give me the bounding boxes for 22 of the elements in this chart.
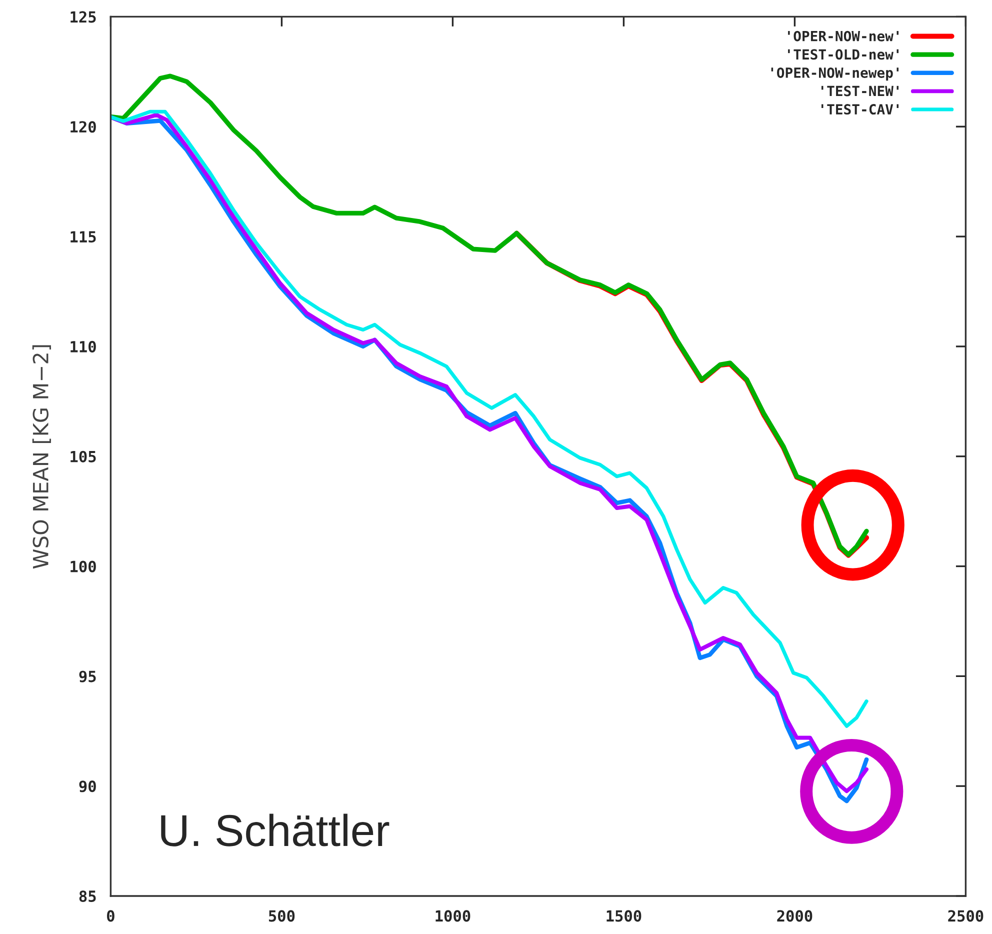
y-tick-label: 90 — [79, 780, 96, 792]
y-tick-label: 115 — [70, 231, 96, 243]
y-axis-title: WSO MEAN [KG M−2] — [32, 345, 51, 569]
x-tick-label: 2500 — [948, 910, 984, 922]
legend-label: 'OPER-NOW-new' — [788, 30, 898, 42]
legend-label: 'TEST-CAV' — [822, 104, 898, 115]
legend-label: 'TEST-NEW' — [822, 86, 898, 96]
x-tick-label: 2000 — [777, 910, 812, 922]
x-tick-label: 1500 — [606, 910, 642, 922]
legend-label: 'TEST-OLD-new' — [788, 49, 898, 60]
legend-label: 'OPER-NOW-newep' — [771, 67, 898, 81]
y-tick-label: 100 — [70, 560, 96, 572]
x-tick-label: 1000 — [436, 910, 470, 922]
y-tick-label: 105 — [70, 450, 96, 462]
y-tick-label: 95 — [79, 670, 96, 682]
x-tick-label: 0 — [107, 910, 114, 922]
y-tick-label: 120 — [70, 121, 96, 133]
y-tick-label: 110 — [70, 340, 96, 352]
x-tick-label: 500 — [268, 910, 295, 922]
annotation: U. Schättler — [161, 814, 390, 846]
y-tick-label: 125 — [70, 11, 96, 23]
y-tick-label: 85 — [79, 890, 96, 902]
